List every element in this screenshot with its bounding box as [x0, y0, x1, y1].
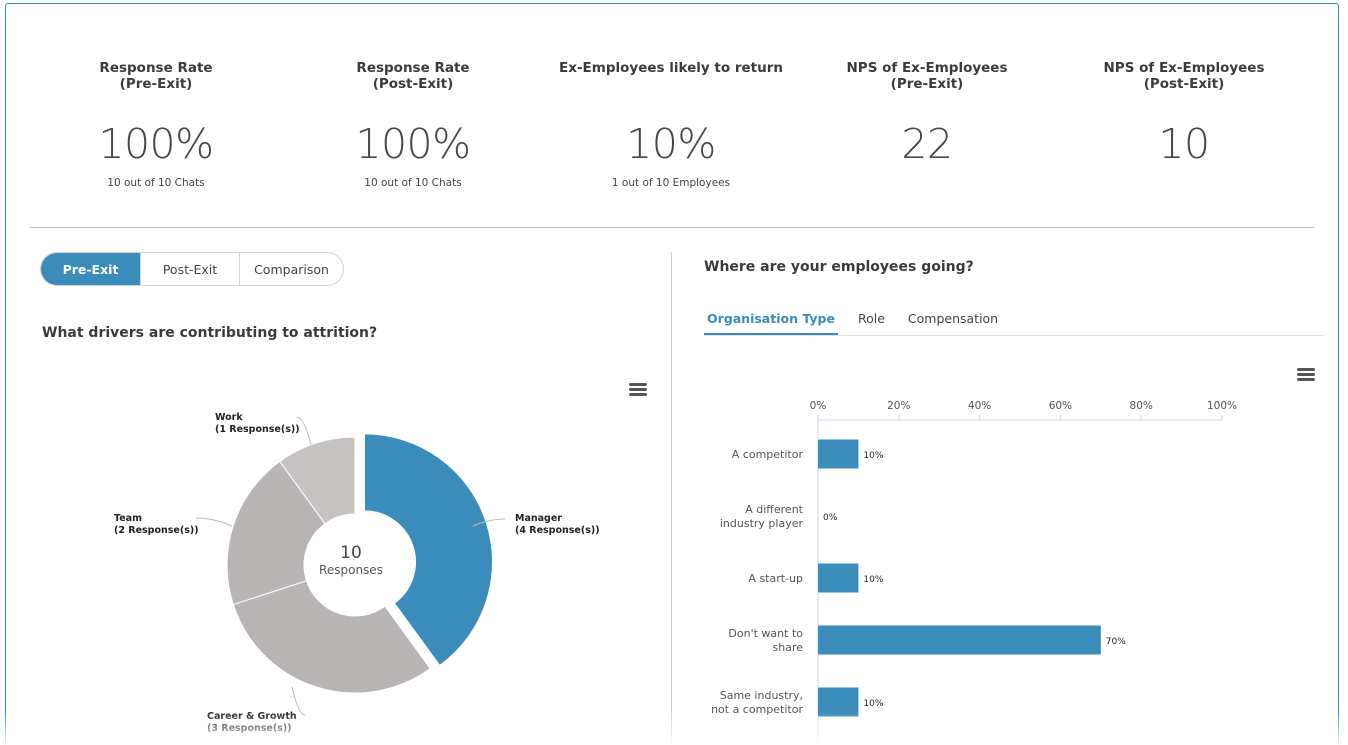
tab-organisation-type[interactable]: Organisation Type: [704, 306, 838, 335]
category-label: share: [773, 641, 804, 654]
kpi-subtext: 10 out of 10 Chats: [107, 177, 205, 189]
bar-data-label: 10%: [863, 451, 883, 461]
x-tick-label: 0%: [810, 400, 827, 412]
kpi-tile: Response Rate (Post-Exit) 100% 10 out of 1…: [283, 60, 543, 189]
donut-label-name: Manager: [515, 513, 562, 524]
dashboard-panel: [5, 3, 1339, 745]
donut-label-name: Team: [114, 513, 142, 524]
donut-label-count: (4 Response(s)): [515, 525, 600, 536]
x-tick-label: 100%: [1207, 400, 1237, 412]
tab-role[interactable]: Role: [857, 311, 885, 326]
category-label: Same industry,: [720, 689, 803, 702]
x-tick-label: 20%: [887, 400, 910, 412]
attrition-drivers-title: What drivers are contributing to attriti…: [42, 325, 378, 341]
donut-slice-career-growth[interactable]: [232, 580, 431, 694]
donut-label-count: (2 Response(s)): [114, 525, 199, 536]
kpi-value: 100%: [98, 120, 214, 168]
kpi-title: Response Rate (Post-Exit): [356, 60, 470, 92]
kpi-value: 100%: [355, 120, 471, 168]
bar[interactable]: [818, 439, 859, 469]
x-tick-label: 80%: [1130, 400, 1153, 412]
category-label: not a competitor: [711, 703, 803, 716]
donut-connector: [195, 517, 233, 527]
donut-connector: [472, 518, 506, 527]
bar[interactable]: [818, 563, 859, 593]
kpi-tile: Ex-Employees likely to return 10% 1 out of…: [541, 60, 801, 189]
divider-horizontal: [30, 227, 1314, 228]
kpi-tile: Response Rate (Pre-Exit) 100% 10 out of 10…: [26, 60, 286, 189]
kpi-value: 22: [901, 120, 953, 168]
toggle-pre-exit[interactable]: Pre-Exit: [41, 253, 140, 285]
kpi-title: NPS of Ex-Employees (Pre-Exit): [846, 60, 1008, 92]
toggle-comparison[interactable]: Comparison: [239, 253, 343, 285]
exit-stage-toggle: Pre-Exit Post-Exit Comparison: [40, 252, 344, 286]
bar-data-label: 10%: [863, 699, 883, 709]
tab-compensation[interactable]: Compensation: [907, 311, 999, 326]
category-label: Don't want to: [728, 627, 803, 640]
kpi-title: NPS of Ex-Employees (Post-Exit): [1103, 60, 1265, 92]
donut-center-value: 10: [340, 543, 362, 563]
hamburger-menu-icon[interactable]: [629, 383, 647, 397]
divider-vertical: [671, 252, 672, 745]
toggle-post-exit[interactable]: Post-Exit: [140, 253, 239, 285]
category-label: A competitor: [732, 448, 804, 461]
category-label: A different: [745, 503, 803, 516]
hamburger-menu-icon[interactable]: [1297, 368, 1315, 382]
donut-slice-team[interactable]: [226, 460, 326, 606]
kpi-subtext: 10 out of 10 Chats: [364, 177, 462, 189]
kpi-value: 10%: [626, 120, 716, 168]
kpi-subtext: 1 out of 10 Employees: [611, 177, 731, 189]
x-tick-label: 40%: [968, 400, 991, 412]
category-label: industry player: [720, 517, 804, 530]
donut-connector: [296, 416, 312, 446]
attrition-drivers-donut-chart: Manager(4 Response(s)) Career & Growth(3 …: [114, 412, 600, 734]
x-tick-label: 60%: [1049, 400, 1072, 412]
donut-slice-work[interactable]: [279, 436, 356, 525]
donut-label-count: (1 Response(s)): [215, 424, 300, 435]
bar-data-label: 0%: [823, 513, 838, 523]
organisation-type-bar-chart: 0% 20% 40% 60% 80% 100% A competitor 10% A diffe…: [711, 400, 1237, 745]
donut-center-label: Responses: [319, 563, 383, 577]
bar[interactable]: [818, 687, 859, 717]
bar-data-label: 10%: [863, 575, 883, 585]
donut-slice-manager[interactable]: [364, 433, 494, 667]
kpi-title: Response Rate (Pre-Exit): [99, 60, 213, 92]
kpi-value: 10: [1158, 120, 1210, 168]
kpi-tile: NPS of Ex-Employees (Pre-Exit) 22: [797, 60, 1057, 168]
kpi-title: Ex-Employees likely to return: [559, 60, 783, 76]
donut-label-name: Work: [215, 412, 243, 423]
bar[interactable]: [818, 625, 1101, 655]
donut-label-name: Career & Growth: [207, 711, 297, 722]
kpi-tile: NPS of Ex-Employees (Post-Exit) 10: [1054, 60, 1314, 168]
donut-label-count: (3 Response(s)): [207, 723, 292, 734]
destination-tabs: Organisation Type Role Compensation: [704, 306, 1324, 336]
bar-data-label: 70%: [1106, 637, 1126, 647]
destinations-title: Where are your employees going?: [704, 259, 974, 275]
category-label: A start-up: [748, 572, 803, 585]
